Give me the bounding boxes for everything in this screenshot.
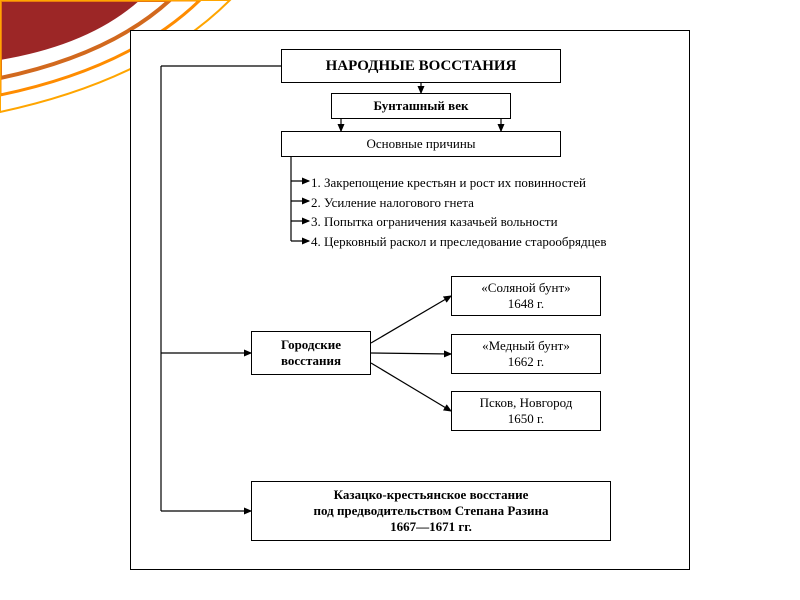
reason-item-1: 2. Усиление налогового гнета [311,193,606,213]
reason-item-0: 1. Закрепощение крестьян и рост их повин… [311,173,606,193]
riot-box-0: «Соляной бунт»1648 г. [451,276,601,316]
reason-item-3: 4. Церковный раскол и преследование стар… [311,232,606,252]
reason-item-2: 3. Попытка ограничения казачьей вольност… [311,212,606,232]
diagram-frame: НАРОДНЫЕ ВОССТАНИЯ Бунташный век Основные … [130,30,690,570]
urban-uprisings-box: Городскиевосстания [251,331,371,375]
razin-uprising-box: Казацко-крестьянское восстаниепод предво… [251,481,611,541]
causes-box: Основные причины [281,131,561,157]
riot-box-2: Псков, Новгород1650 г. [451,391,601,431]
riot-box-1: «Медный бунт»1662 г. [451,334,601,374]
reasons-list: 1. Закрепощение крестьян и рост их повин… [311,173,606,251]
subtitle-box: Бунташный век [331,93,511,119]
title-box: НАРОДНЫЕ ВОССТАНИЯ [281,49,561,83]
